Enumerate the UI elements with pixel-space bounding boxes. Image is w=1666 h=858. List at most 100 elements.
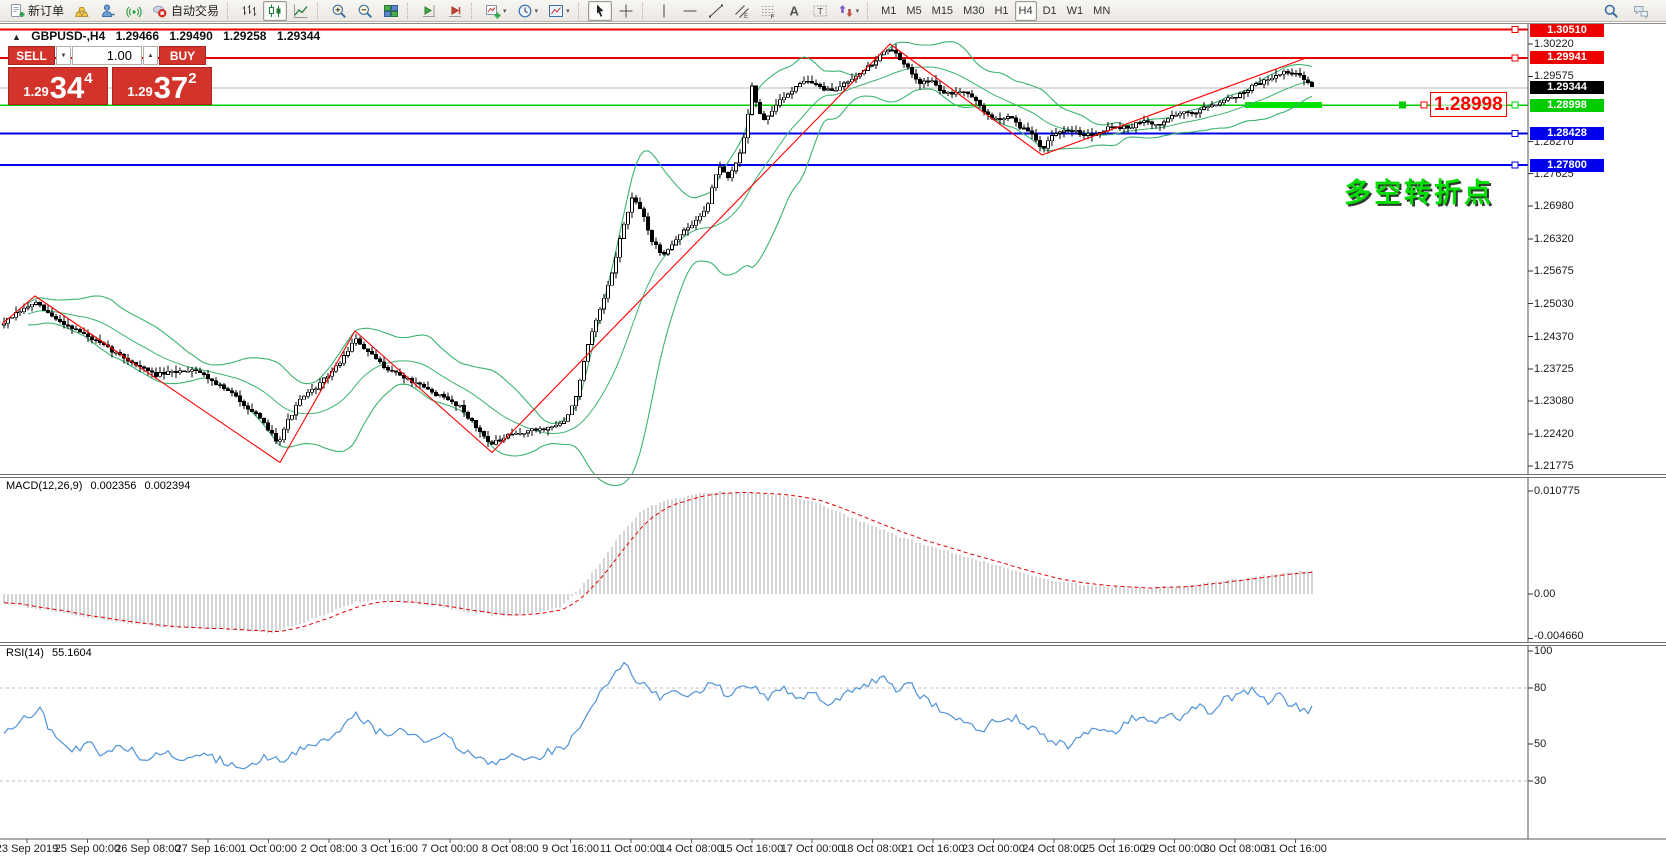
timeframe-d1[interactable]: D1 [1039,1,1061,21]
shift-arrow-icon [421,3,437,19]
toolbar-separator [471,2,476,19]
macd-name: MACD(12,26,9) [6,480,83,492]
trade-panel-collapse-icon[interactable]: ▲ [12,32,21,42]
time-axis[interactable]: 23 Sep 2019 25 Sep 00:00 26 Sep 08:00 27 Se… [0,839,1666,858]
sell-price-prefix: 1.29 [23,84,49,99]
auto-scroll-button[interactable] [443,1,467,21]
macd-axis-label: -0.004660 [1534,630,1584,642]
sell-button[interactable]: SELL [8,46,55,65]
time-axis-label: 9 Oct 16:00 [542,843,600,855]
timeframe-m30[interactable]: M30 [959,1,988,21]
toolbar-right [1598,1,1662,21]
text-a-icon: A [786,3,802,19]
timeframe-d1-label: D1 [1042,4,1057,17]
toolbar-separator [227,2,232,19]
zoom-out-button[interactable] [353,1,377,21]
time-axis-label: 24 Oct 08:00 [1022,843,1086,855]
price-tick-label: 1.24370 [1534,330,1574,343]
signals-button[interactable] [122,1,146,21]
crosshair-button[interactable] [614,1,638,21]
market-button[interactable] [70,1,94,21]
high-value: 1.29490 [169,29,213,43]
price-level-badge: 1.30510 [1530,24,1604,37]
channel-button[interactable]: E [730,1,754,21]
templates-button[interactable]: ▾ [544,1,574,21]
bar-chart-button[interactable] [237,1,261,21]
vertical-line-button[interactable] [652,1,676,21]
dropdown-caret-icon: ▾ [534,7,539,15]
line-chart-button[interactable] [289,1,313,21]
autotrading-button[interactable]: 自动交易 [148,1,223,21]
time-axis-label: 21 Oct 16:00 [901,843,965,855]
timeframe-m15[interactable]: M15 [928,1,957,21]
time-axis-label: 18 Oct 08:00 [841,843,905,855]
buy-price-button[interactable]: 1.29 37 2 [112,67,212,105]
toolbar-groups: 新订单 自动交易 ▾ ▾ ▾ E F A T ▾ M1 M5 M15 M30 H1 H4 D1 W1 MN [4,0,1115,21]
trendline-icon [708,3,724,19]
publish-button[interactable] [96,1,120,21]
macd-axis-label: 0.00 [1534,588,1556,600]
time-axis-label: 25 Sep 00:00 [54,843,121,855]
dropdown-caret-icon: ▾ [566,7,570,15]
chart-canvas[interactable] [0,24,1666,858]
search-icon [1603,3,1619,19]
trendline-button[interactable] [704,1,728,21]
zoom-in-button[interactable] [327,1,351,21]
timeframe-m1-label: M1 [881,4,897,17]
arrows-button[interactable]: ▾ [834,1,864,21]
macd-value: 0.002356 [90,480,137,492]
candles-icon [267,3,283,19]
buy-price-point: 2 [188,70,197,87]
price-level-badge: 1.29941 [1530,51,1604,65]
new-order-icon [9,3,25,19]
template-icon [548,3,564,19]
chat-button[interactable] [1629,1,1653,21]
pane-resize-divider-rsi[interactable] [0,642,1666,646]
tile-windows-button[interactable] [379,1,403,21]
price-tick-label: 1.22420 [1534,428,1574,440]
timeframe-h1[interactable]: H1 [990,1,1012,21]
timeframe-m5[interactable]: M5 [902,1,925,21]
price-tick-label: 1.26980 [1534,200,1574,212]
toolbar-separator [407,2,412,19]
time-axis-label: 25 Oct 16:00 [1082,843,1146,855]
price-callout-label: 1.28998 [1430,92,1507,117]
fibonacci-button[interactable]: F [756,1,780,21]
cursor-button[interactable] [587,0,612,21]
volume-decrease-button[interactable]: ▼ [56,46,71,65]
price-axis[interactable]: 1.30220 1.29575 1.28270 1.27625 1.26980 1.263… [1528,24,1666,839]
search-button[interactable] [1599,1,1623,21]
timeframe-h1-label: H1 [994,4,1009,17]
sell-price-button[interactable]: 1.29 34 4 [8,67,108,105]
cursor-icon [592,3,608,19]
chart-shift-button[interactable] [417,1,441,21]
zoom-out-icon [357,3,373,19]
periods-button[interactable]: ▾ [513,1,543,21]
timeframe-h4[interactable]: H4 [1014,0,1037,21]
time-axis-label: 1 Oct 00:00 [240,843,298,855]
close-value: 1.29344 [276,29,321,43]
volume-increase-button[interactable]: ▲ [143,46,158,65]
rsi-axis-label: 30 [1534,775,1547,788]
time-axis-label: 17 Oct 00:00 [780,843,844,855]
hline-icon [682,3,698,19]
candlestick-chart-button[interactable] [263,0,288,21]
zoom-in-icon [331,3,347,19]
symbol-period-label: GBPUSD-,H4 [31,29,106,43]
macd-signal-value: 0.002394 [144,480,191,492]
toolbar: 新订单 自动交易 ▾ ▾ ▾ E F A T ▾ M1 M5 M15 M30 H1 H4 D1 W1 MN [0,0,1666,22]
pane-resize-divider-macd[interactable] [0,474,1666,478]
volume-input[interactable] [72,46,142,65]
text-label-button[interactable]: T [808,1,832,21]
timeframe-m1[interactable]: M1 [877,1,900,21]
indicators-button[interactable]: ▾ [481,1,511,21]
timeframe-w1[interactable]: W1 [1063,1,1088,21]
text-button[interactable]: A [782,1,806,21]
buy-button[interactable]: BUY [159,46,206,65]
time-axis-label: 26 Sep 08:00 [115,843,181,855]
horizontal-line-button[interactable] [678,1,702,21]
svg-text:T: T [817,6,823,16]
new-order-button[interactable]: 新订单 [5,1,68,21]
timeframe-mn[interactable]: MN [1089,1,1114,21]
